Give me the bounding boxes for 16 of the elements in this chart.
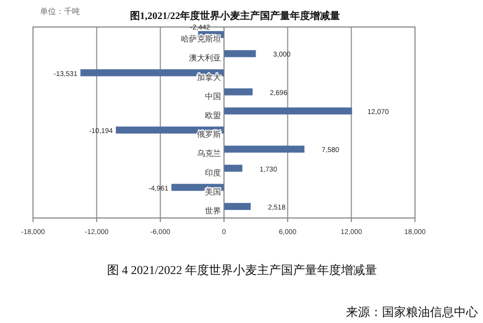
- y-tick-label: 印度: [205, 168, 221, 178]
- y-tick-label: 世界: [205, 206, 221, 216]
- bar: [224, 107, 352, 114]
- chart-title: 图1,2021/22年度世界小麦主产国产量年度增减量: [130, 10, 340, 22]
- bar: [224, 202, 251, 210]
- y-tick-label: 欧盟: [205, 110, 221, 120]
- y-tick-label: 中国: [205, 92, 221, 101]
- bar: [224, 88, 253, 96]
- bar: [224, 50, 256, 58]
- bar: [224, 146, 304, 153]
- source-note: 来源：国家粮油信息中心: [346, 305, 478, 319]
- caption: 图 4 2021/2022 年度世界小麦主产国产量年度增减量: [106, 263, 378, 277]
- bar: [224, 164, 242, 172]
- y-tick-label: 乌克兰: [197, 149, 221, 158]
- y-tick-label: 澳大利亚: [189, 54, 221, 63]
- text: 单位：千吨: [40, 7, 80, 16]
